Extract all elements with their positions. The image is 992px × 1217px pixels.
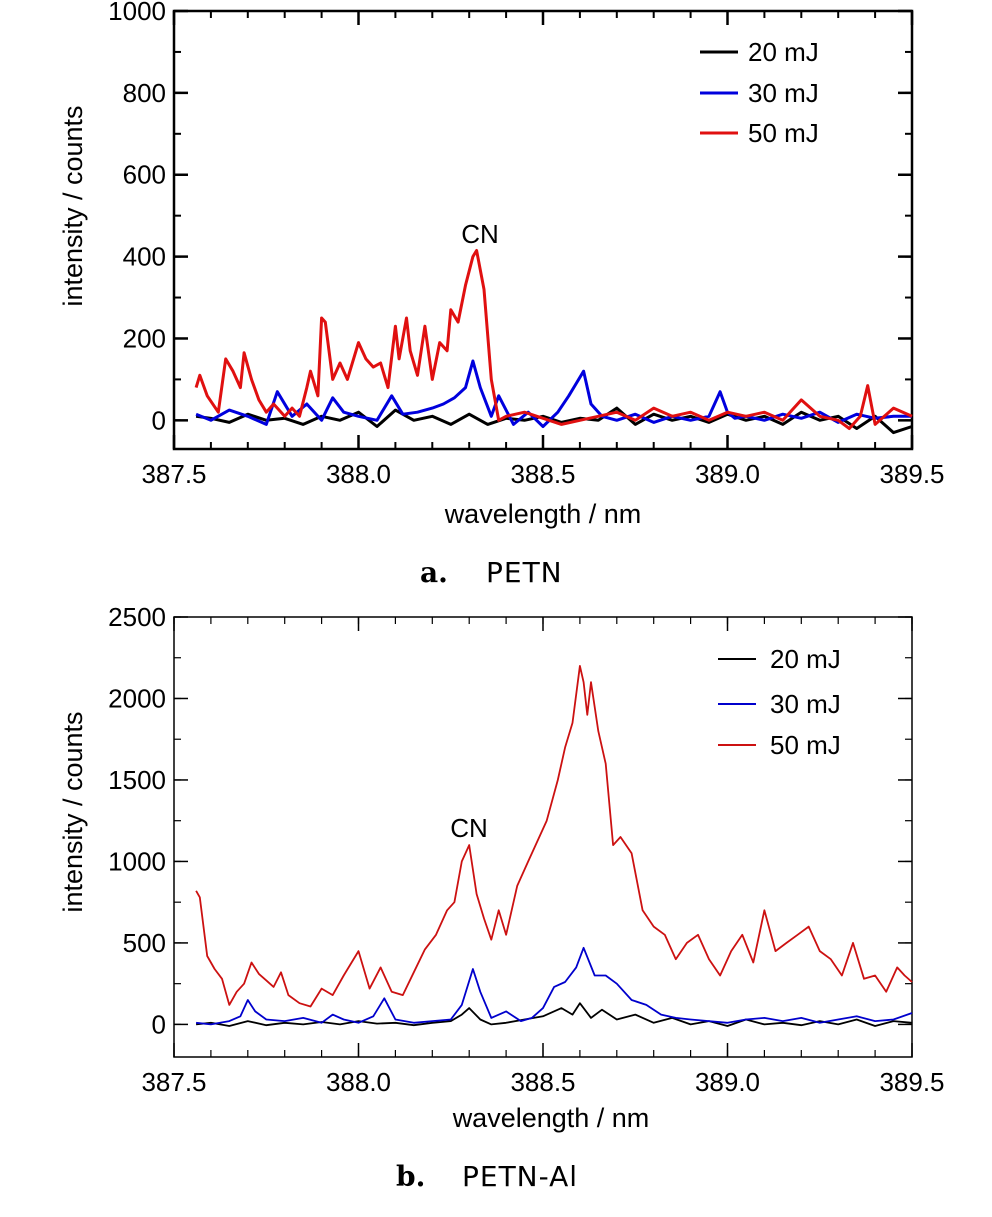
series-line-20-mj: [196, 1002, 913, 1027]
caption-letter: b.: [396, 1160, 425, 1193]
legend: 20 mJ 30 mJ 50 mJ: [718, 644, 841, 760]
x-tick-label: 389.0: [695, 1067, 760, 1097]
x-axis-title: wavelength / nm: [444, 499, 642, 529]
y-tick-label: 1000: [108, 846, 166, 876]
caption-text: PETN: [486, 556, 563, 589]
y-tick-label: 600: [123, 160, 166, 190]
chart-panel-a: 387.5 388.0 388.5 389.0 389.5 0 200 400 600 800 10…: [58, 0, 945, 589]
y-tick-label: 2500: [108, 602, 166, 632]
x-tick-label: 389.5: [879, 459, 944, 489]
caption-letter: a.: [420, 556, 448, 589]
x-tick-label: 389.0: [695, 459, 760, 489]
x-tick-label: 388.0: [326, 1067, 391, 1097]
y-tick-label: 2000: [108, 683, 166, 713]
axis-ticks: [172, 9, 914, 449]
y-tick-label: 800: [123, 78, 166, 108]
x-tick-label: 388.0: [326, 459, 391, 489]
x-axis-title: wavelength / nm: [452, 1103, 650, 1133]
y-tick-label: 200: [123, 323, 166, 353]
series-lines: [195, 665, 913, 1027]
y-tick-label: 1000: [108, 0, 166, 26]
series-line-30-mj: [195, 359, 912, 428]
plot-frame: [172, 9, 914, 451]
annotation-cn: CN: [450, 813, 488, 843]
legend-label: 30 mJ: [748, 78, 819, 108]
plot-frame: [173, 616, 913, 1058]
legend: 20 mJ 30 mJ 50 mJ: [700, 37, 819, 148]
x-tick-label: 387.5: [141, 1067, 206, 1097]
legend-label: 20 mJ: [748, 37, 819, 67]
tick-labels: 387.5 388.0 388.5 389.0 389.5 0 200 400 600 800 10…: [108, 0, 944, 489]
y-tick-label: 400: [123, 242, 166, 272]
axis-ticks: [173, 616, 913, 1057]
legend-label: 50 mJ: [748, 118, 819, 148]
x-tick-label: 388.5: [510, 1067, 575, 1097]
legend-label: 30 mJ: [770, 689, 841, 719]
legend-label: 20 mJ: [770, 644, 841, 674]
annotation-cn: CN: [461, 219, 499, 249]
x-tick-label: 389.5: [879, 1067, 944, 1097]
series-lines: [194, 249, 913, 435]
series-line-20-mj: [195, 406, 913, 435]
caption-text: PETN-Al: [462, 1160, 578, 1193]
y-tick-label: 1500: [108, 765, 166, 795]
tick-labels: 387.5 388.0 388.5 389.0 389.5 0 500 1000 1500 200…: [108, 602, 944, 1097]
chart-panel-b: 387.5 388.0 388.5 389.0 389.5 0 500 1000 1500 200…: [58, 602, 945, 1193]
y-tick-label: 0: [152, 405, 166, 435]
x-tick-label: 387.5: [141, 459, 206, 489]
y-axis-title: intensity / counts: [58, 105, 88, 306]
series-line-30-mj: [196, 946, 913, 1026]
y-tick-label: 0: [152, 1009, 166, 1039]
y-axis-title: intensity / counts: [58, 711, 88, 912]
series-line-50-mj: [194, 249, 913, 430]
x-tick-label: 388.5: [510, 459, 575, 489]
series-line-50-mj: [195, 665, 913, 1008]
y-tick-label: 500: [123, 928, 166, 958]
legend-label: 50 mJ: [770, 730, 841, 760]
